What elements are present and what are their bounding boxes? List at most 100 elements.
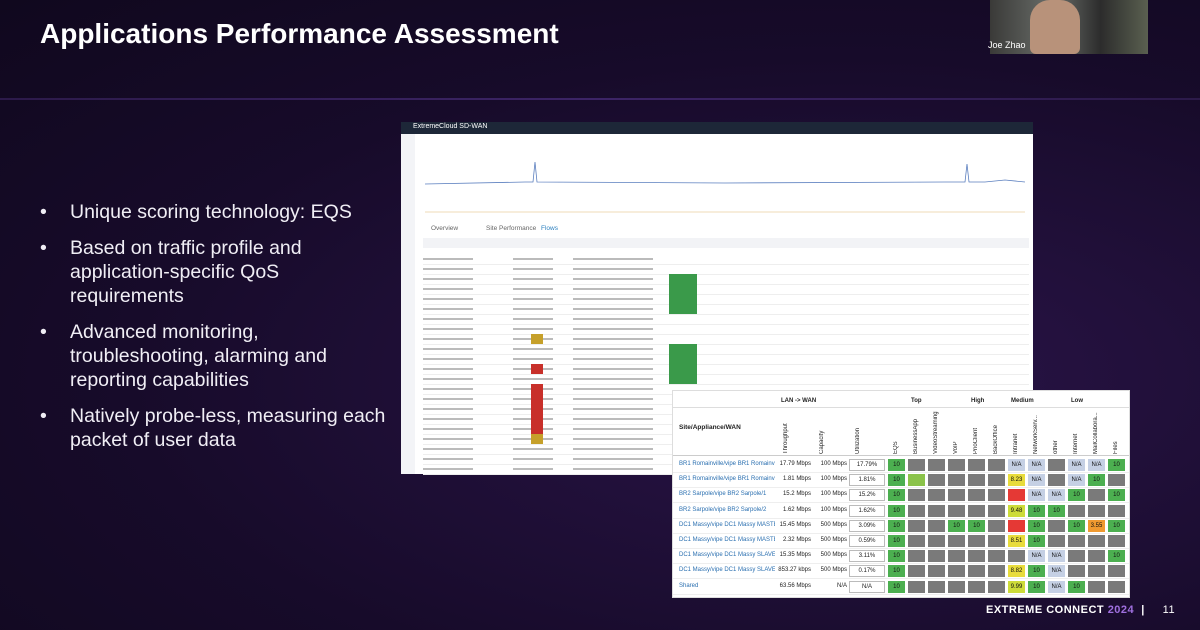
row-text	[423, 458, 473, 460]
row-text	[613, 448, 653, 450]
row-text	[573, 408, 613, 410]
score-cell	[1068, 535, 1085, 547]
capacity: 100 Mbps	[820, 461, 847, 467]
throughput: 1.81 Mbps	[782, 476, 811, 483]
row-text	[573, 308, 613, 310]
score-cell: 10	[888, 580, 905, 593]
utilization: 1.62%	[849, 504, 885, 517]
brand: ExtremeCloud SD-WAN	[413, 123, 488, 130]
throughput: 63.56 Mbps	[779, 582, 811, 589]
score-cell	[948, 474, 965, 487]
row-text	[513, 318, 553, 320]
utilization: 17.79%	[849, 459, 885, 471]
score-cell	[988, 535, 1005, 547]
score	[531, 334, 543, 344]
site: DC1 Massy/vipe DC1 Massy SLAVE/1	[679, 552, 775, 559]
score-cell	[1108, 580, 1125, 593]
divider	[0, 98, 1200, 100]
score-cell	[1068, 504, 1085, 517]
row-text	[513, 298, 553, 300]
score	[669, 294, 697, 304]
row-text	[513, 278, 553, 280]
capacity: 500 Mbps	[820, 521, 847, 528]
score-cell	[1088, 504, 1105, 517]
score-cell	[968, 580, 985, 593]
score-cell: 10	[948, 519, 965, 532]
score-cell: 10	[1068, 580, 1085, 593]
score-cell	[1048, 535, 1065, 547]
score-cell	[908, 519, 925, 532]
sidebar	[401, 134, 415, 474]
row-text	[423, 358, 473, 360]
column-header: Internet	[1073, 433, 1079, 454]
row-text	[573, 438, 613, 440]
row-text	[423, 378, 473, 380]
score-cell: 10	[888, 550, 905, 563]
row-text	[613, 368, 653, 370]
score-cell: 10	[1028, 580, 1045, 593]
score-cell	[908, 580, 925, 593]
flow-row	[423, 304, 1029, 315]
row-text	[513, 458, 553, 460]
row-text	[513, 468, 553, 470]
row-text	[513, 378, 553, 380]
score-cell	[928, 504, 945, 517]
score-cell	[1088, 580, 1105, 593]
row-text	[613, 288, 653, 290]
capacity: 100 Mbps	[820, 491, 847, 498]
score-cell	[908, 474, 925, 487]
score-cell: 10	[888, 565, 905, 578]
column-header: MailCollabora...	[1093, 412, 1099, 454]
score-cell	[1108, 535, 1125, 547]
row-text	[613, 398, 653, 400]
score-cell: 8.23	[1008, 474, 1025, 487]
score	[531, 394, 543, 404]
score-cell: N/A	[1008, 459, 1025, 471]
webcam-face	[1030, 0, 1080, 54]
column-header: EQS	[893, 441, 899, 454]
score-cell	[908, 489, 925, 502]
row-text	[613, 458, 653, 460]
capacity: 500 Mbps	[820, 552, 847, 559]
event-year: 2024	[1107, 604, 1135, 616]
column-header: VoIP	[953, 441, 959, 454]
throughput-chart	[425, 162, 1025, 213]
column-header: Files	[1113, 441, 1119, 454]
tab: Site Performance	[486, 225, 537, 232]
score-cell: 10	[888, 489, 905, 502]
row-text	[573, 448, 613, 450]
row-text	[513, 358, 553, 360]
score-cell: 10	[888, 504, 905, 517]
score-cell	[1088, 535, 1105, 547]
eqs-table: LAN -> WAN Top High Medium Low Site/Appliance…	[672, 390, 1130, 598]
column-header: Capacity	[819, 430, 825, 454]
score	[531, 384, 543, 394]
row-text	[423, 408, 473, 410]
utilization: 0.17%	[849, 565, 885, 578]
row-text	[613, 408, 653, 410]
utilization: 3.11%	[849, 550, 885, 563]
group-header: LAN -> WAN	[781, 398, 817, 404]
score-cell	[928, 489, 945, 502]
row-text	[613, 378, 653, 380]
site: BR1 Romainville/vipe BR1 Romainvil...	[679, 461, 775, 467]
column-header: PrioClient	[973, 427, 979, 454]
row-text	[573, 468, 613, 470]
throughput: 17.79 Mbps	[779, 461, 811, 467]
score-cell	[928, 550, 945, 563]
score-cell	[988, 519, 1005, 532]
score-cell: 10	[888, 535, 905, 547]
score-cell: 10	[1068, 489, 1085, 502]
score-cell	[948, 489, 965, 502]
score-cell	[908, 550, 925, 563]
row-text	[613, 438, 653, 440]
row-text	[513, 448, 553, 450]
flow-row	[423, 344, 1029, 355]
score-cell	[1088, 489, 1105, 502]
score	[669, 374, 697, 384]
score-cell	[928, 565, 945, 578]
score-cell	[1008, 550, 1025, 563]
row-text	[423, 418, 473, 420]
score-cell	[968, 459, 985, 471]
score	[669, 354, 697, 364]
